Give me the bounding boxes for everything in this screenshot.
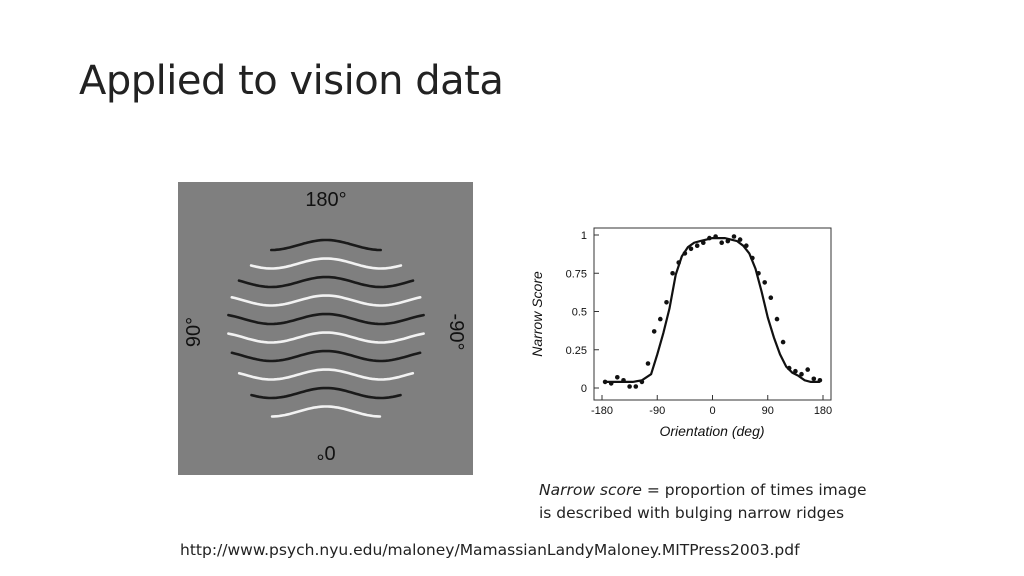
data-point bbox=[799, 371, 804, 377]
label-90: 90° bbox=[183, 317, 205, 347]
ridge-pattern bbox=[227, 238, 425, 418]
caption: Narrow score = proportion of times image… bbox=[539, 479, 879, 525]
label-0: 0° bbox=[316, 441, 335, 463]
data-point bbox=[780, 339, 786, 345]
data-point bbox=[719, 240, 724, 245]
data-point bbox=[756, 271, 761, 276]
data-point bbox=[774, 316, 780, 322]
data-point bbox=[658, 316, 663, 322]
x-tick-label: 90 bbox=[762, 405, 774, 417]
data-point bbox=[651, 329, 657, 334]
light-ridge bbox=[230, 294, 422, 307]
data-point bbox=[615, 375, 620, 380]
data-point bbox=[664, 300, 669, 305]
y-tick-label: 0 bbox=[581, 383, 587, 395]
narrow-score-chart: -180 -90 0 90 180 0 0.25 0.5 0.75 1 Narrow Score … bbox=[522, 218, 852, 453]
data-point bbox=[786, 365, 792, 371]
data-point bbox=[744, 243, 749, 248]
data-point bbox=[602, 379, 608, 385]
data-point bbox=[805, 367, 810, 372]
data-point bbox=[793, 368, 798, 374]
label-minus-90: -90° bbox=[445, 314, 467, 351]
light-ridge bbox=[249, 257, 403, 270]
x-tick-label: 180 bbox=[814, 405, 832, 417]
dark-ridge bbox=[250, 386, 402, 400]
light-ridge bbox=[270, 405, 382, 418]
data-point bbox=[682, 251, 688, 256]
fit-line bbox=[605, 237, 820, 383]
slide-title: Applied to vision data bbox=[79, 58, 504, 104]
x-tick-label: -90 bbox=[649, 405, 665, 417]
data-point bbox=[817, 378, 823, 383]
stimulus-image: 180° 0° 90° -90° bbox=[178, 182, 473, 475]
data-point bbox=[713, 234, 718, 239]
light-ridge bbox=[227, 331, 425, 344]
data-point bbox=[725, 238, 731, 244]
y-tick-label: 0.25 bbox=[566, 345, 587, 357]
data-point bbox=[676, 260, 681, 265]
light-ridge bbox=[237, 368, 415, 381]
dark-ridge bbox=[227, 312, 425, 326]
caption-text: = proportion of times image is described… bbox=[539, 481, 867, 522]
data-point bbox=[639, 379, 645, 385]
label-180: 180° bbox=[305, 189, 346, 211]
data-point bbox=[707, 235, 712, 241]
x-tick-label: -180 bbox=[591, 405, 613, 417]
source-url: http://www.psych.nyu.edu/maloney/Mamassi… bbox=[180, 541, 800, 559]
dark-ridge bbox=[230, 349, 422, 363]
data-point bbox=[737, 237, 743, 242]
data-point bbox=[694, 243, 700, 248]
data-point bbox=[811, 376, 817, 382]
y-tick-label: 0.75 bbox=[566, 268, 587, 280]
data-point bbox=[701, 240, 706, 245]
x-axis-label: Orientation (deg) bbox=[659, 423, 764, 439]
data-point bbox=[608, 381, 614, 386]
dark-ridge bbox=[237, 275, 415, 289]
data-point bbox=[768, 295, 774, 300]
data-point bbox=[762, 280, 767, 285]
y-tick-label: 0.5 bbox=[572, 307, 587, 319]
data-point bbox=[750, 255, 755, 261]
y-tick-label: 1 bbox=[581, 230, 587, 242]
caption-term: Narrow score bbox=[539, 481, 642, 499]
data-point bbox=[627, 384, 632, 389]
data-point bbox=[621, 378, 626, 383]
data-point bbox=[645, 361, 651, 366]
data-point bbox=[670, 271, 675, 276]
dark-ridge bbox=[270, 238, 382, 252]
data-point bbox=[731, 234, 737, 239]
data-point bbox=[633, 384, 639, 389]
x-tick-label: 0 bbox=[709, 405, 715, 417]
data-point bbox=[688, 246, 694, 252]
y-axis-label: Narrow Score bbox=[529, 271, 545, 357]
